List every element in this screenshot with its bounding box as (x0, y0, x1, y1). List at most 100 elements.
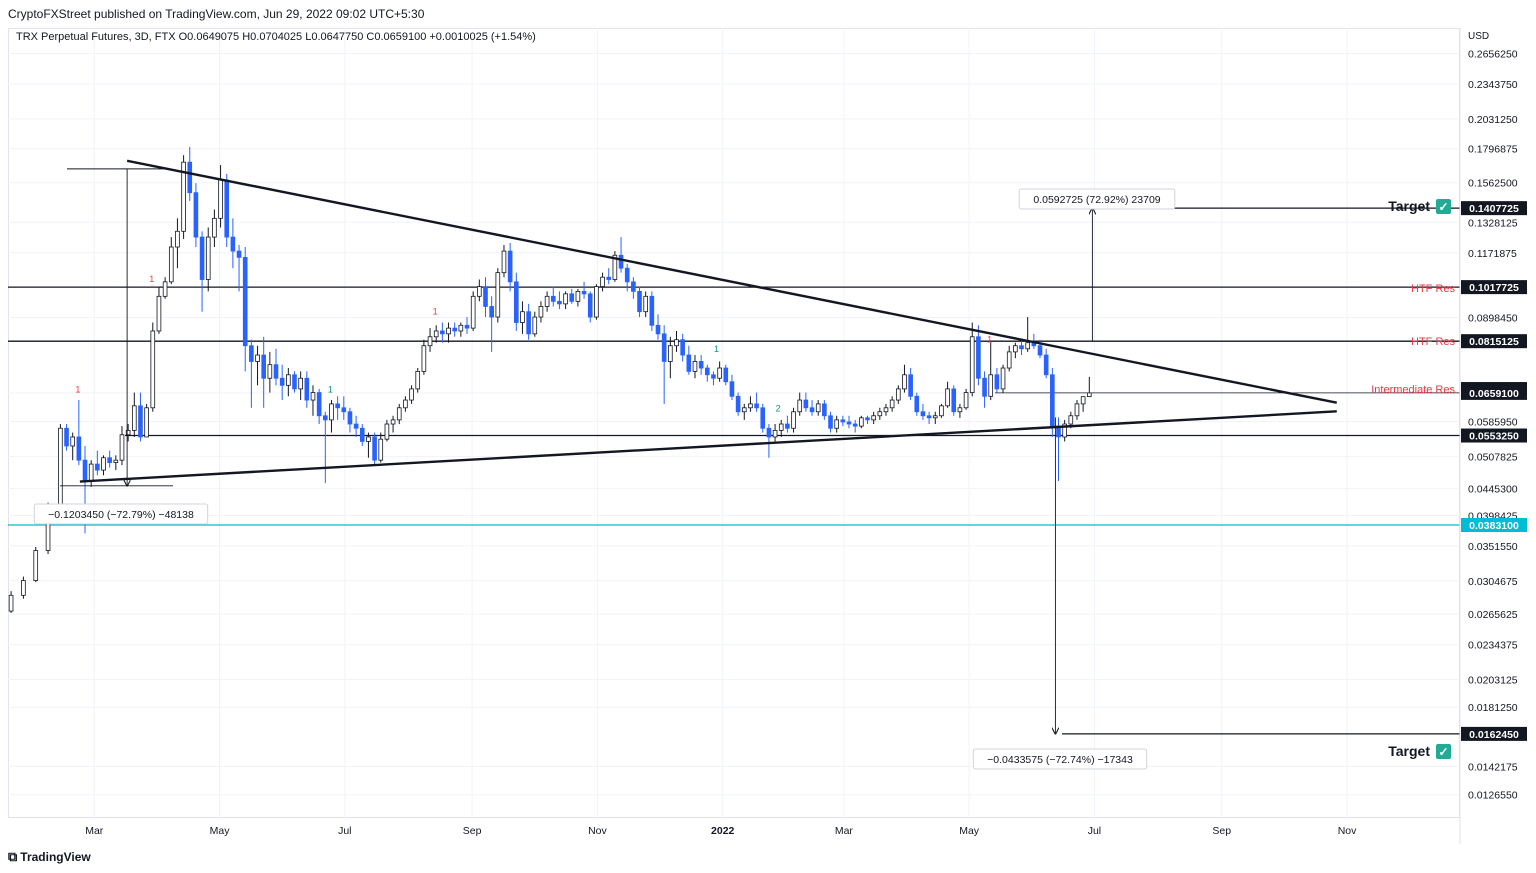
candle-body (1043, 354, 1049, 376)
measure-left-label: −0.1203450 (−72.79%) −48138 (48, 509, 194, 521)
candle-body (803, 399, 809, 409)
candle-body (1037, 345, 1043, 356)
candle-body (1074, 403, 1080, 417)
candle-body (852, 423, 858, 427)
candle-body (353, 423, 359, 429)
time-tick-label: Sep (463, 825, 482, 837)
candle-body (107, 457, 112, 464)
price-tick-label: 0.1796875 (1468, 144, 1518, 156)
candle-body (969, 336, 975, 393)
candle-body (224, 179, 230, 238)
candle-body (594, 286, 599, 318)
candle-body (421, 345, 427, 372)
candle-body (1086, 392, 1092, 398)
candle-body (329, 403, 334, 421)
candle-body (384, 423, 390, 440)
candle-body (427, 336, 433, 347)
candle-body (994, 374, 1000, 390)
horizontal-levels (8, 207, 1460, 735)
td-count-label: 1 (149, 274, 154, 284)
candle-body (859, 417, 864, 427)
candle-body (618, 254, 624, 269)
publisher-line: CryptoFXStreet published on TradingView.… (8, 7, 425, 21)
candle-body (513, 281, 519, 323)
candle-body (76, 436, 82, 461)
candle-body (193, 192, 199, 238)
candle-body (674, 339, 679, 347)
candle-body (1025, 342, 1030, 350)
td-count-label: 1 (433, 306, 438, 316)
price-tick-label: 0.2031250 (1468, 114, 1518, 126)
price-tick-label: 0.0181250 (1468, 702, 1518, 714)
candle-body (366, 436, 371, 442)
candle-body (33, 550, 39, 581)
candle-body (335, 403, 340, 409)
measure-left-label-box (33, 503, 209, 525)
candle-body (1062, 423, 1067, 438)
candle-body (88, 463, 94, 481)
target-top-label: Target (1388, 198, 1430, 214)
candle-body (304, 377, 310, 401)
candle-body (1000, 367, 1006, 390)
candle-body (409, 388, 414, 401)
candle-body (1006, 351, 1012, 369)
candle-body (680, 339, 685, 356)
time-tick-label: Sep (1212, 825, 1231, 837)
candle-body (606, 276, 612, 280)
candle-body (957, 407, 963, 413)
candle-body (286, 374, 291, 386)
candle-body (760, 407, 766, 429)
price-tick-label: 0.0265625 (1468, 609, 1518, 621)
candle-body (809, 407, 815, 413)
price-tick-label: 0.0304675 (1468, 576, 1518, 588)
price-badge-label: 0.0815125 (1469, 336, 1519, 348)
candle-body (415, 370, 421, 390)
price-tick-label: 0.0126550 (1468, 790, 1518, 802)
candle-body (563, 293, 568, 305)
candle-body (205, 236, 211, 280)
candle-body (495, 272, 501, 318)
candle-body (828, 415, 833, 429)
candle-body (119, 434, 125, 461)
candle-body (322, 415, 328, 421)
td-count-label: 1 (714, 344, 719, 354)
candle-body (1050, 374, 1055, 427)
candle-body (945, 388, 950, 407)
measure-up-label-box (1018, 188, 1176, 210)
candle-body (772, 430, 778, 438)
candle-body (951, 388, 957, 413)
candle-body (261, 354, 267, 379)
candle-body (310, 392, 316, 401)
target-bottom-label: Target (1388, 743, 1430, 759)
candle-body (70, 436, 76, 447)
candle-body (1080, 396, 1086, 405)
candle-body (21, 580, 26, 596)
currency-label[interactable]: USD (1468, 31, 1490, 42)
candle-body (230, 236, 236, 252)
candle-body (908, 374, 913, 397)
candle-body (464, 324, 470, 329)
candle-body (1019, 345, 1024, 350)
tradingview-logo[interactable]: ⧉ TradingView (8, 849, 91, 865)
candle-body (791, 411, 796, 429)
trendline-lower (79, 410, 1337, 483)
axes: 0.2656250 0.2343750 0.2031250 0.1796875 0.15… (85, 28, 1527, 844)
candle-body (846, 421, 852, 425)
candle-body (372, 436, 377, 461)
price-tick-label: 0.0351550 (1468, 541, 1518, 553)
candle-body (95, 463, 100, 471)
candle-body (612, 254, 618, 280)
time-tick-label: Mar (85, 825, 104, 837)
candle-body (298, 377, 303, 390)
annotation-labels: Target ✓ Target ✓ HTF Res HTF Res Intermediate… (75, 198, 1456, 759)
time-tick-label: Jul (1088, 825, 1101, 837)
candle-body (144, 407, 149, 438)
candle-body (661, 333, 667, 362)
candle-body (914, 395, 920, 413)
time-tick-label: May (210, 825, 231, 837)
measure-up-label: 0.0592725 (72.92%) 23709 (1033, 194, 1160, 206)
candle-body (273, 364, 279, 379)
candle-body (199, 236, 205, 280)
candle-body (292, 374, 297, 390)
